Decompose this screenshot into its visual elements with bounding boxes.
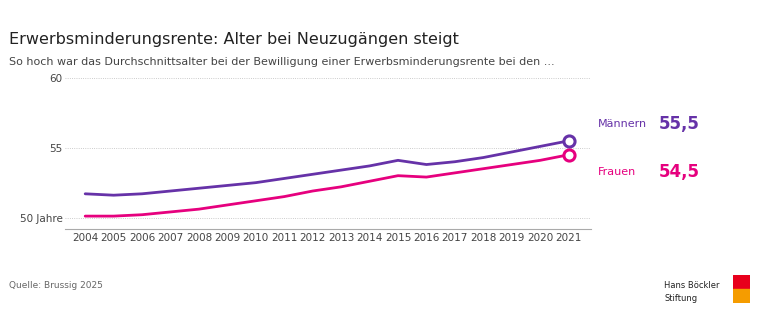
Text: Erwerbsminderungsrente: Alter bei Neuzugängen steigt: Erwerbsminderungsrente: Alter bei Neuzug… xyxy=(9,32,459,48)
Text: Männern: Männern xyxy=(598,119,647,129)
Bar xyxy=(733,289,750,303)
Text: 55,5: 55,5 xyxy=(659,115,700,133)
Bar xyxy=(733,275,750,289)
Text: Quelle: Brussig 2025: Quelle: Brussig 2025 xyxy=(9,281,103,290)
Text: 54,5: 54,5 xyxy=(659,163,700,181)
Text: Frauen: Frauen xyxy=(598,167,636,177)
Text: Hans Böckler
Stiftung: Hans Böckler Stiftung xyxy=(664,281,720,303)
Text: So hoch war das Durchschnittsalter bei der Bewilligung einer Erwerbsminderungsre: So hoch war das Durchschnittsalter bei d… xyxy=(9,57,554,67)
